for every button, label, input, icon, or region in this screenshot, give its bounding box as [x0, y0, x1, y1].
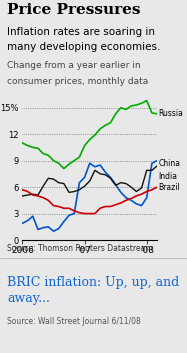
- Text: Brazil: Brazil: [159, 183, 180, 192]
- Text: Price Pressures: Price Pressures: [7, 3, 141, 17]
- Text: consumer prices, monthly data: consumer prices, monthly data: [7, 77, 149, 86]
- Text: Change from a year earlier in: Change from a year earlier in: [7, 61, 141, 70]
- Text: many developing economies.: many developing economies.: [7, 42, 161, 52]
- Text: China: China: [159, 159, 181, 168]
- Text: Inflation rates are soaring in: Inflation rates are soaring in: [7, 27, 155, 37]
- Text: Source: Wall Street Journal 6/11/08: Source: Wall Street Journal 6/11/08: [7, 317, 141, 326]
- Text: Russia: Russia: [159, 109, 183, 118]
- Text: India: India: [159, 172, 178, 181]
- Text: BRIC inflation: Up, up, and
away...: BRIC inflation: Up, up, and away...: [7, 276, 180, 305]
- Text: Source: Thomson Reuters Datastream: Source: Thomson Reuters Datastream: [7, 244, 153, 253]
